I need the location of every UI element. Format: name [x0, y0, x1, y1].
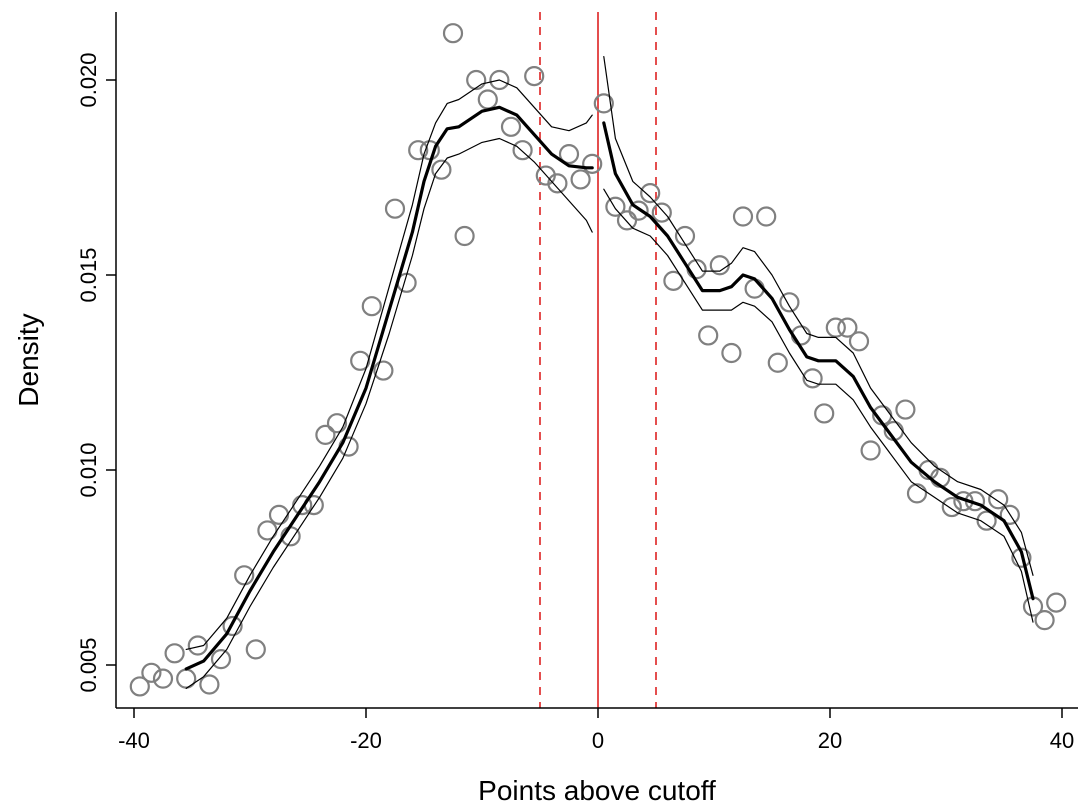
scatter-point	[663, 270, 684, 291]
x-axis-ticks: -40 -20 0 20 40	[118, 708, 1074, 753]
scatter-point	[500, 116, 522, 137]
scatter-point	[605, 196, 626, 217]
scatter-point	[593, 93, 614, 114]
scatter-point	[895, 399, 916, 420]
y-axis-title: Density	[13, 313, 44, 406]
scatter-point	[825, 317, 846, 338]
left-fit-line	[184, 105, 594, 671]
scatter-point	[442, 23, 464, 44]
scatter-points	[129, 23, 1067, 697]
scatter-point	[141, 662, 162, 683]
scatter-point	[268, 504, 290, 525]
scatter-point	[814, 403, 835, 424]
scatter-point	[512, 140, 533, 161]
scatter-point	[408, 140, 429, 161]
y-tick-label: 0.005	[76, 637, 101, 692]
scatter-point	[628, 200, 649, 221]
scatter-point	[129, 676, 150, 697]
scatter-point	[326, 413, 348, 434]
scatter-point	[164, 643, 185, 664]
scatter-point	[489, 69, 510, 91]
scatter-point	[558, 144, 580, 165]
scatter-point	[999, 504, 1020, 525]
scatter-point	[570, 169, 591, 190]
x-axis-title: Points above cutoff	[478, 775, 716, 806]
scatter-point	[779, 292, 800, 313]
x-tick-label: -20	[350, 728, 382, 753]
y-tick-label: 0.015	[76, 247, 101, 302]
plot-area	[129, 12, 1067, 708]
scatter-point	[466, 69, 487, 91]
scatter-point	[315, 424, 336, 445]
x-tick-label: 20	[818, 728, 842, 753]
scatter-point	[152, 668, 174, 689]
scatter-point	[222, 615, 243, 637]
right-fit-line	[602, 121, 1035, 601]
right-fit-upper-line	[603, 55, 1034, 576]
scatter-point	[176, 668, 197, 689]
scatter-point	[1046, 592, 1067, 613]
scatter-point	[988, 489, 1009, 510]
scatter-point	[674, 225, 696, 247]
y-axis-ticks: 0.005 0.010 0.015 0.020	[76, 52, 116, 693]
scatter-point	[384, 198, 406, 219]
scatter-point	[234, 565, 255, 586]
scatter-point	[767, 352, 788, 373]
scatter-point	[454, 225, 475, 247]
scatter-point	[651, 202, 672, 223]
scatter-point	[721, 342, 742, 364]
left-fit-upper-line	[185, 79, 593, 651]
scatter-point	[547, 173, 568, 194]
scatter-point	[361, 296, 382, 317]
y-tick-label: 0.020	[76, 52, 101, 107]
scatter-point	[477, 89, 498, 110]
y-tick-label: 0.010	[76, 442, 101, 497]
scatter-point	[698, 325, 719, 346]
scatter-point	[582, 153, 603, 174]
scatter-point	[906, 483, 928, 504]
scatter-point	[732, 206, 754, 227]
scatter-point	[431, 159, 452, 180]
x-tick-label: 0	[592, 728, 604, 753]
scatter-point	[187, 635, 208, 656]
scatter-point	[210, 649, 232, 670]
scatter-point	[350, 350, 371, 371]
scatter-point	[837, 317, 858, 338]
scatter-point	[524, 65, 545, 87]
scatter-point	[941, 496, 962, 518]
right-fit-lower-line	[603, 188, 1034, 623]
scatter-point	[257, 520, 278, 541]
scatter-point	[1034, 610, 1055, 631]
scatter-point	[860, 440, 881, 461]
scatter-point	[756, 206, 777, 227]
scatter-point	[640, 183, 661, 204]
scatter-point	[199, 674, 220, 695]
scatter-point	[744, 278, 765, 299]
x-tick-label: -40	[118, 728, 150, 753]
scatter-point	[976, 510, 997, 531]
scatter-point	[373, 360, 394, 381]
left-fit-lower-line	[185, 137, 593, 690]
scatter-point	[802, 368, 823, 389]
scatter-point	[848, 331, 870, 352]
scatter-point	[245, 639, 266, 660]
axes	[115, 12, 1078, 709]
x-tick-label: 40	[1050, 728, 1074, 753]
